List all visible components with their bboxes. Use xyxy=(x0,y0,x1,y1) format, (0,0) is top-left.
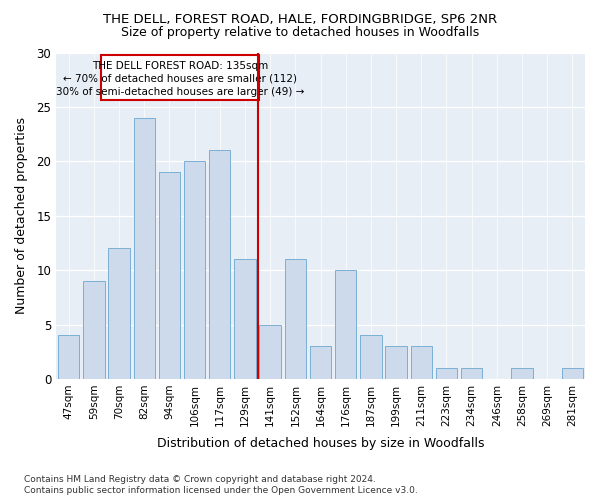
Text: ← 70% of detached houses are smaller (112): ← 70% of detached houses are smaller (11… xyxy=(63,74,297,84)
Bar xyxy=(259,324,281,379)
Text: 30% of semi-detached houses are larger (49) →: 30% of semi-detached houses are larger (… xyxy=(56,87,304,97)
Bar xyxy=(511,368,533,379)
Text: THE DELL FOREST ROAD: 135sqm: THE DELL FOREST ROAD: 135sqm xyxy=(92,60,268,70)
Bar xyxy=(385,346,407,379)
Bar xyxy=(360,336,382,379)
Y-axis label: Number of detached properties: Number of detached properties xyxy=(15,117,28,314)
Bar xyxy=(335,270,356,379)
Text: THE DELL, FOREST ROAD, HALE, FORDINGBRIDGE, SP6 2NR: THE DELL, FOREST ROAD, HALE, FORDINGBRID… xyxy=(103,12,497,26)
Bar xyxy=(310,346,331,379)
X-axis label: Distribution of detached houses by size in Woodfalls: Distribution of detached houses by size … xyxy=(157,437,484,450)
Bar xyxy=(284,259,306,379)
Text: Contains public sector information licensed under the Open Government Licence v3: Contains public sector information licen… xyxy=(24,486,418,495)
Bar xyxy=(83,281,104,379)
Bar xyxy=(101,54,259,100)
Bar xyxy=(184,162,205,379)
Bar xyxy=(159,172,180,379)
Bar xyxy=(410,346,432,379)
Text: Size of property relative to detached houses in Woodfalls: Size of property relative to detached ho… xyxy=(121,26,479,39)
Bar xyxy=(234,259,256,379)
Bar xyxy=(134,118,155,379)
Bar xyxy=(209,150,230,379)
Bar xyxy=(436,368,457,379)
Bar xyxy=(109,248,130,379)
Text: Contains HM Land Registry data © Crown copyright and database right 2024.: Contains HM Land Registry data © Crown c… xyxy=(24,475,376,484)
Bar xyxy=(58,336,79,379)
Bar xyxy=(461,368,482,379)
Bar xyxy=(562,368,583,379)
